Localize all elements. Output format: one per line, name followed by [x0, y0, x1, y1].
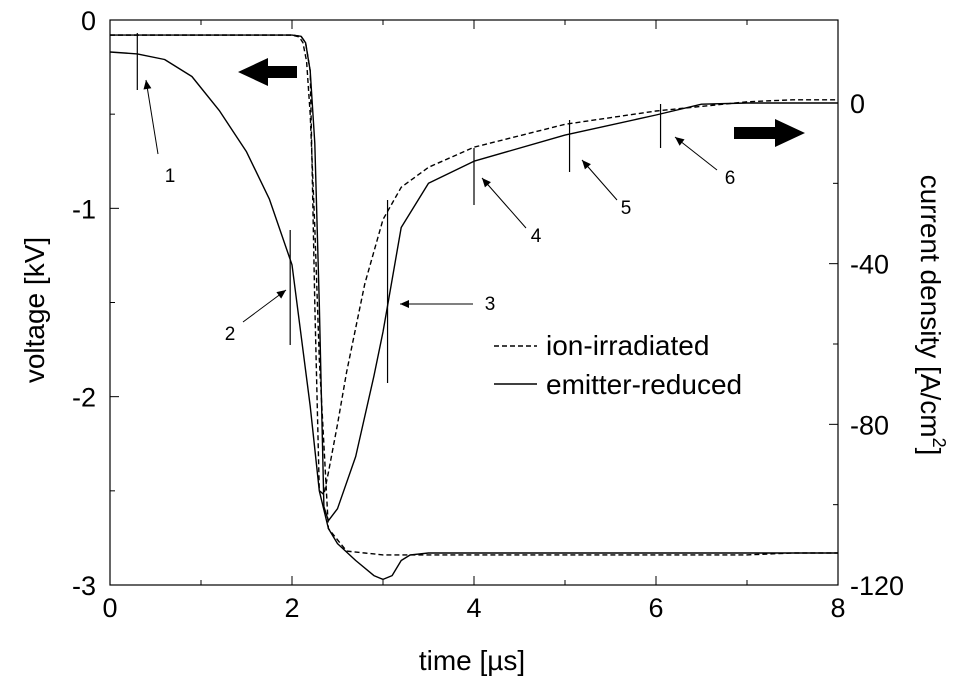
x-axis-title: time [µs] [419, 645, 525, 676]
series-group [109, 34, 838, 581]
right-axis-arrow [734, 119, 805, 147]
markers-group: 1 2 3 4 5 6 [136, 33, 736, 383]
y2-axis-title-sup: 2 [929, 438, 949, 448]
y-tick-label: -2 [72, 383, 96, 413]
legend: ion-irradiated emitter-reduced [494, 330, 742, 400]
y2-axis-title-main: current density [A/cm [915, 175, 946, 438]
marker-label-2: 2 [225, 324, 236, 345]
plot-frame [109, 19, 839, 586]
marker-arrowhead-6 [675, 137, 685, 146]
legend-label-ion-irradiated: ion-irradiated [546, 330, 709, 361]
ticks-group: 0 2 4 6 80-1-2-30-40-80-120 [72, 6, 904, 623]
y-tick-label: -3 [72, 571, 96, 601]
y2-tick-label: -80 [850, 410, 889, 440]
marker-arrow-1 [145, 79, 159, 155]
y2-tick-label: -120 [850, 571, 904, 601]
series-line-ion-irradiated-voltage [110, 34, 838, 556]
y-tick-label: -1 [72, 194, 96, 224]
marker-label-3: 3 [485, 294, 496, 315]
legend-label-emitter-reduced: emitter-reduced [546, 369, 742, 400]
marker-arrowhead-5 [582, 160, 591, 170]
y2-tick-label: 0 [850, 89, 865, 119]
marker-arrowhead-2 [276, 290, 286, 299]
y-axis-title: voltage [kV] [19, 237, 50, 383]
series-line-emitter-reduced-current [110, 34, 838, 522]
marker-arrowhead-3 [400, 300, 409, 308]
marker-arrowhead-4 [482, 178, 491, 188]
x-tick-label: 6 [648, 593, 663, 623]
y2-axis-title: current density [A/cm2] [915, 175, 949, 456]
marker-arrowhead-1 [143, 80, 152, 90]
y2-tick-label: -40 [850, 250, 889, 280]
x-tick-label: 4 [466, 593, 481, 623]
marker-label-1: 1 [165, 166, 176, 187]
marker-label-4: 4 [531, 226, 542, 247]
y-tick-label: 0 [81, 6, 96, 36]
left-axis-arrow [238, 58, 297, 86]
marker-label-6: 6 [725, 168, 736, 189]
axis-arrows [238, 58, 805, 147]
x-tick-label: 0 [102, 593, 117, 623]
x-tick-label: 2 [284, 593, 299, 623]
y2-axis-title-close: ] [915, 448, 946, 456]
series-line-emitter-reduced-voltage [109, 51, 838, 581]
marker-arrow-4 [481, 177, 527, 229]
marker-label-5: 5 [621, 198, 632, 219]
x-tick-label: 8 [830, 593, 845, 623]
plot-frame-group [109, 19, 839, 586]
